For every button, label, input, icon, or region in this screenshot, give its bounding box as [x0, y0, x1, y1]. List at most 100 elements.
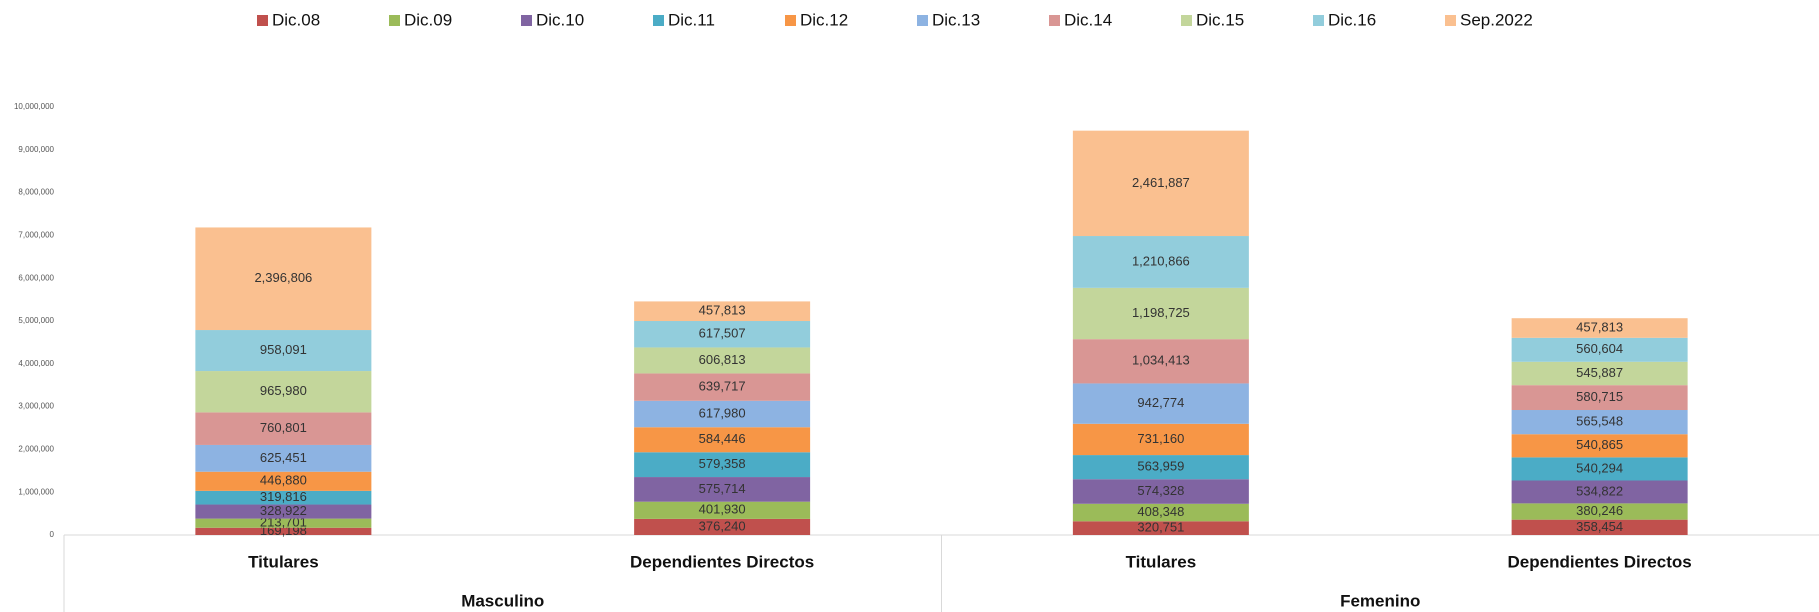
- bar-segment: [195, 471, 372, 491]
- y-tick-label: 0: [50, 530, 55, 539]
- legend-label: Sep.2022: [1460, 10, 1533, 29]
- legend-label: Dic.10: [536, 10, 584, 29]
- data-label: 617,980: [699, 405, 746, 420]
- data-label: 2,396,806: [254, 270, 312, 285]
- data-label: 540,865: [1576, 437, 1623, 452]
- bar-segment: [195, 412, 372, 445]
- data-label: 965,980: [260, 383, 307, 398]
- bar-segment: [1072, 130, 1249, 237]
- data-label: 457,813: [699, 303, 746, 318]
- legend-label: Dic.14: [1064, 10, 1112, 29]
- data-label: 958,091: [260, 342, 307, 357]
- bar-segment: [1511, 385, 1688, 411]
- bar-segment: [195, 518, 372, 528]
- bar-segment: [1072, 521, 1249, 535]
- data-label: 579,358: [699, 456, 746, 471]
- data-label: 560,604: [1576, 341, 1623, 356]
- data-label: 580,715: [1576, 389, 1623, 404]
- bar-segment: [634, 452, 811, 478]
- y-tick-label: 8,000,000: [18, 188, 54, 197]
- y-tick-label: 3,000,000: [18, 402, 54, 411]
- bar-segment: [195, 227, 372, 331]
- bar-segment: [1511, 519, 1688, 535]
- data-label: 625,451: [260, 450, 307, 465]
- data-label: 446,880: [260, 473, 307, 488]
- bar-segment: [195, 330, 372, 372]
- legend-swatch: [1049, 15, 1060, 26]
- legend-label: Dic.08: [272, 10, 320, 29]
- y-tick-label: 2,000,000: [18, 445, 54, 454]
- data-label: 1,034,413: [1132, 353, 1190, 368]
- legend-swatch: [1313, 15, 1324, 26]
- bar-segment: [1511, 318, 1688, 338]
- bar-segment: [1072, 339, 1249, 384]
- data-label: 1,210,866: [1132, 253, 1190, 268]
- legend-swatch: [653, 15, 664, 26]
- bar-segment: [1511, 480, 1688, 504]
- bar-segment: [1511, 410, 1688, 435]
- y-tick-label: 5,000,000: [18, 316, 54, 325]
- bar-segment: [1072, 236, 1249, 288]
- bar-segment: [1072, 479, 1249, 504]
- bar-segment: [195, 504, 372, 519]
- y-tick-label: 4,000,000: [18, 359, 54, 368]
- data-label: 457,813: [1576, 319, 1623, 334]
- data-label: 545,887: [1576, 365, 1623, 380]
- bar-segment: [195, 371, 372, 413]
- data-label: 376,240: [699, 518, 746, 533]
- group-label: Femenino: [1340, 591, 1420, 610]
- legend-swatch: [1445, 15, 1456, 26]
- bar-segment: [1072, 287, 1249, 340]
- data-label: 534,822: [1576, 483, 1623, 498]
- data-label: 540,294: [1576, 460, 1623, 475]
- legend-swatch: [1181, 15, 1192, 26]
- data-label: 320,751: [1137, 520, 1184, 535]
- data-label: 731,160: [1137, 431, 1184, 446]
- legend-swatch: [521, 15, 532, 26]
- legend-swatch: [917, 15, 928, 26]
- data-label: 408,348: [1137, 504, 1184, 519]
- legend-label: Dic.16: [1328, 10, 1376, 29]
- bar-segment: [634, 427, 811, 453]
- legend-label: Dic.13: [932, 10, 980, 29]
- legend-swatch: [257, 15, 268, 26]
- legend-swatch: [785, 15, 796, 26]
- bar-segment: [1511, 434, 1688, 458]
- data-label: 380,246: [1576, 503, 1623, 518]
- bar-segment: [634, 301, 811, 322]
- y-tick-label: 6,000,000: [18, 273, 54, 282]
- y-tick-label: 7,000,000: [18, 231, 54, 240]
- x-tick-label: Titulares: [1126, 552, 1197, 571]
- bar-segment: [1511, 503, 1688, 520]
- y-tick-label: 10,000,000: [14, 102, 55, 111]
- data-label: 319,816: [260, 489, 307, 504]
- x-tick-label: Titulares: [248, 552, 319, 571]
- legend-label: Dic.09: [404, 10, 452, 29]
- data-label: 574,328: [1137, 483, 1184, 498]
- data-label: 639,717: [699, 379, 746, 394]
- bar-segment: [1072, 503, 1249, 522]
- data-label: 617,507: [699, 326, 746, 341]
- x-tick-label: Dependientes Directos: [630, 552, 814, 571]
- y-tick-label: 1,000,000: [18, 487, 54, 496]
- data-label: 760,801: [260, 420, 307, 435]
- data-label: 2,461,887: [1132, 175, 1190, 190]
- data-label: 328,922: [260, 503, 307, 518]
- bar-segment: [1072, 423, 1249, 456]
- bar-segment: [1511, 337, 1688, 362]
- x-tick-label: Dependientes Directos: [1508, 552, 1692, 571]
- bar-segment: [195, 527, 372, 535]
- data-label: 584,446: [699, 431, 746, 446]
- data-label: 575,714: [699, 481, 746, 496]
- bar-segment: [634, 400, 811, 428]
- bar-segment: [634, 477, 811, 502]
- legend-swatch: [389, 15, 400, 26]
- data-label: 606,813: [699, 352, 746, 367]
- y-tick-label: 9,000,000: [18, 145, 54, 154]
- bar-segment: [1072, 455, 1249, 480]
- data-label: 565,548: [1576, 414, 1623, 429]
- legend-label: Dic.11: [668, 10, 715, 29]
- bar-segment: [195, 490, 372, 505]
- bar-segment: [634, 321, 811, 348]
- bar-segment: [195, 444, 372, 472]
